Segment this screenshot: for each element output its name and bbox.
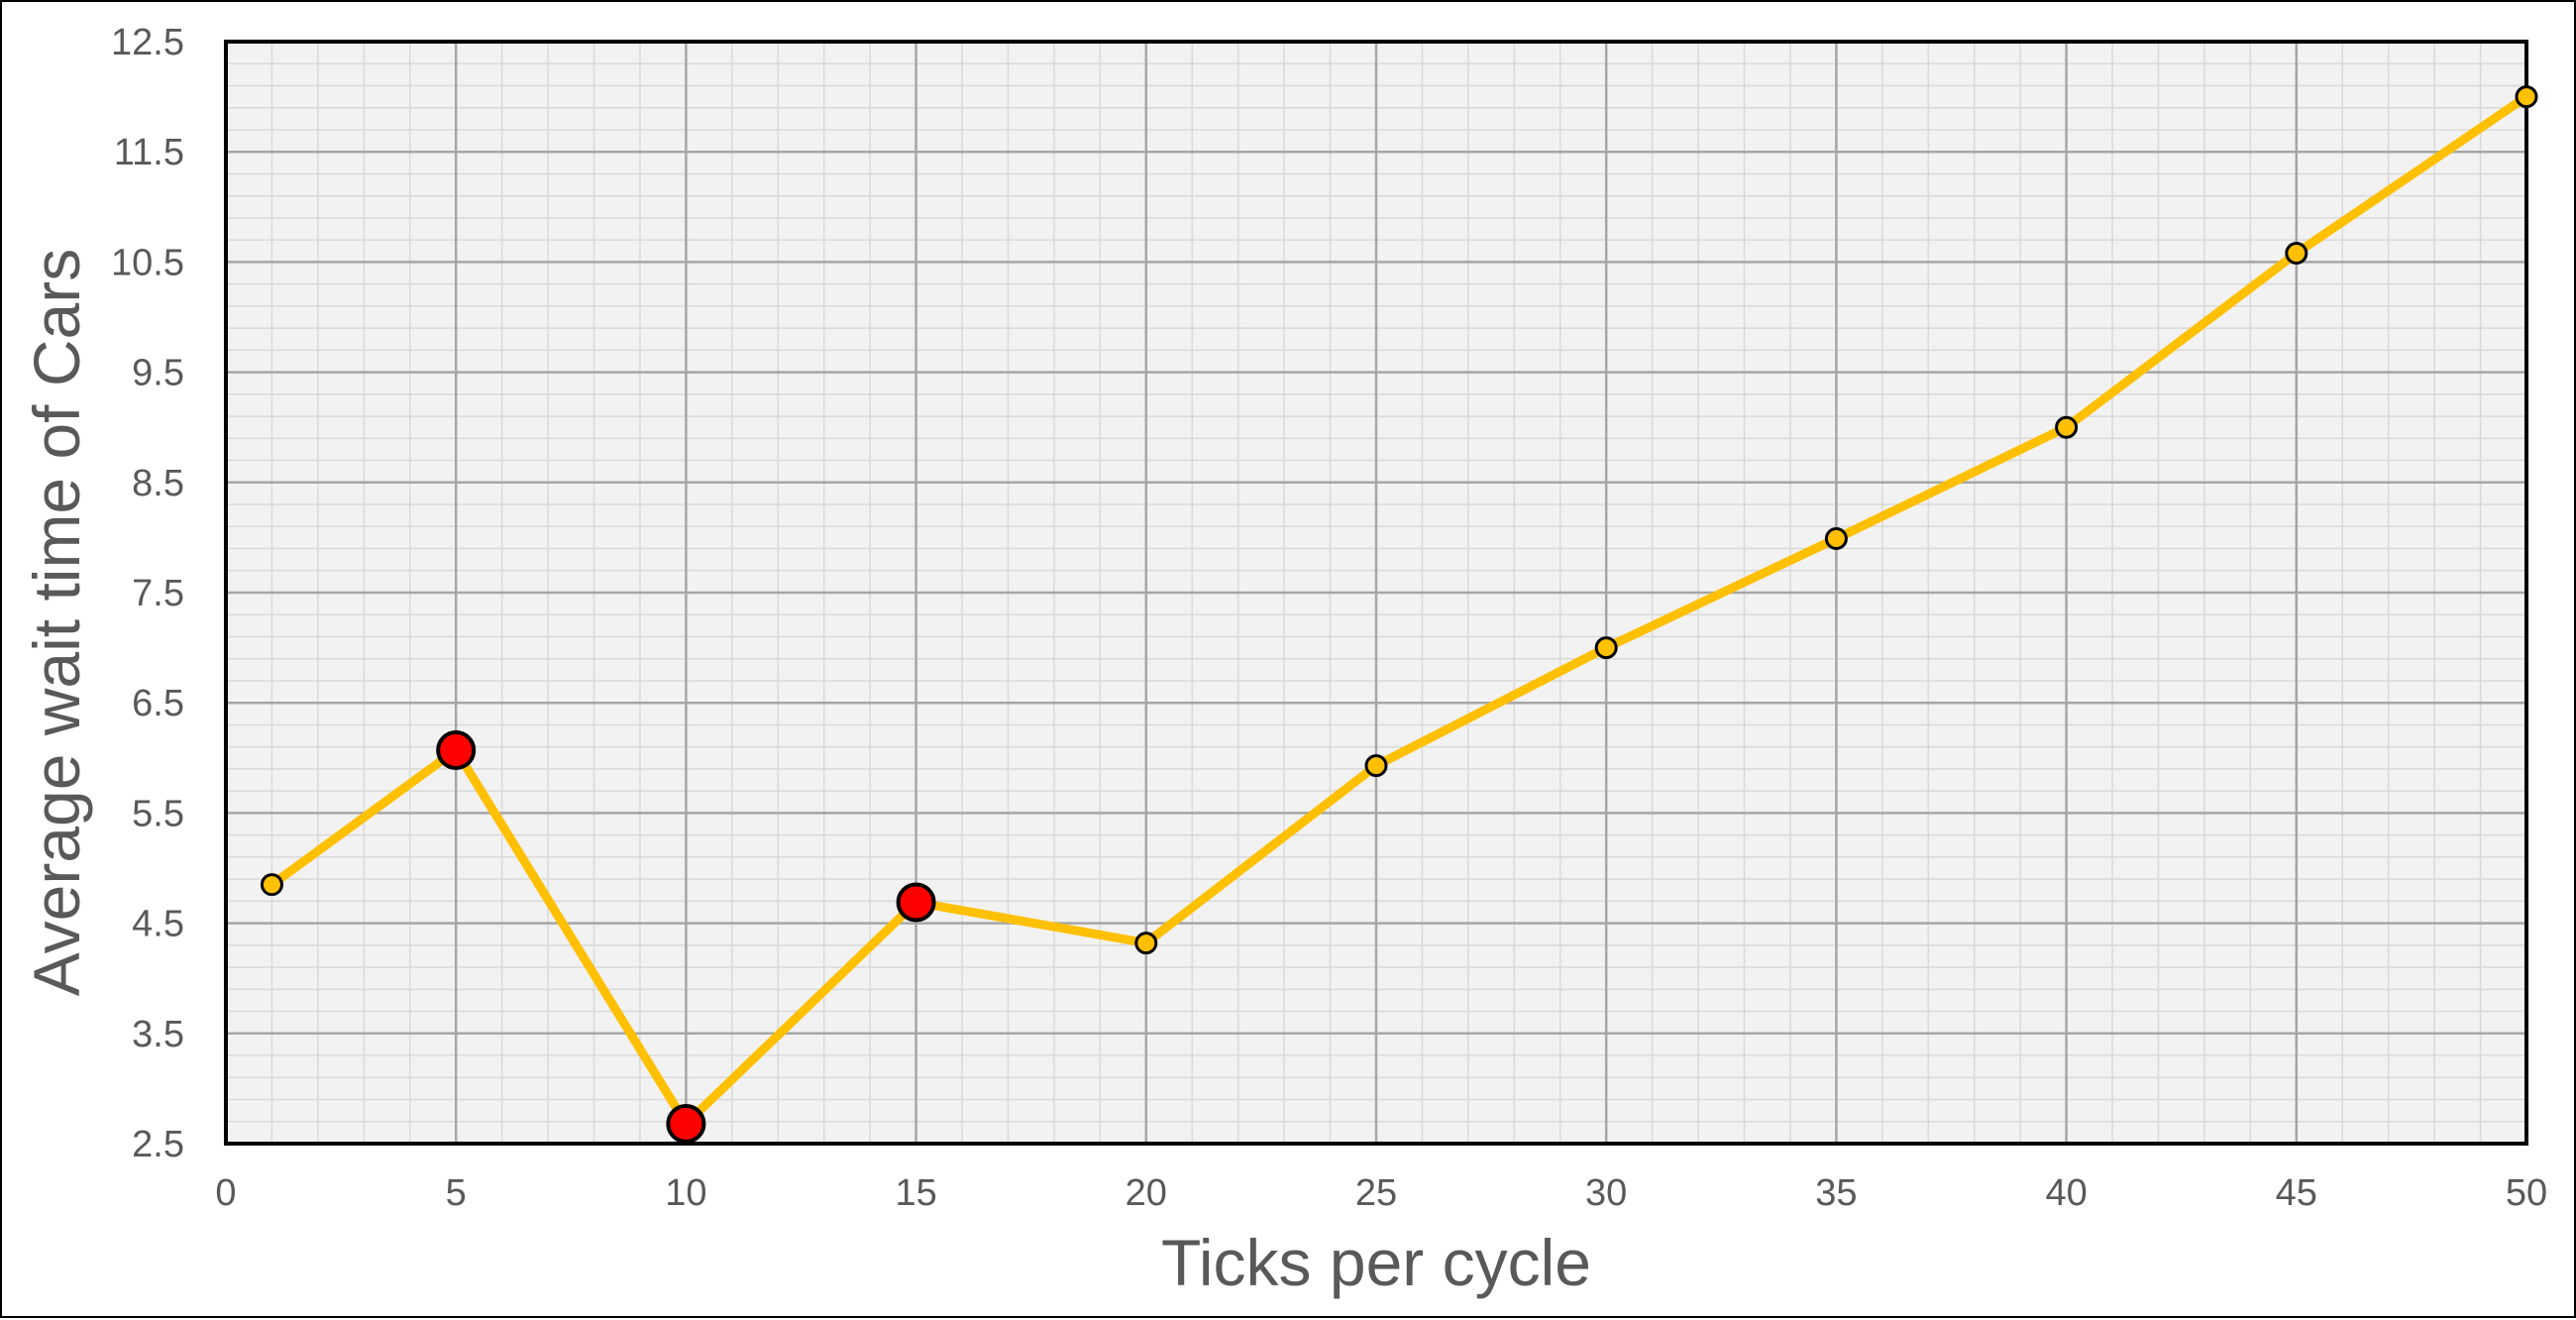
data-point [1824,527,1848,551]
x-tick-label: 20 [1126,1172,1167,1214]
y-tick-label: 6.5 [132,683,184,724]
data-point [2515,85,2538,109]
y-tick-label: 12.5 [111,22,184,63]
major-grid [226,42,2526,1144]
x-tick-label: 45 [2276,1172,2317,1214]
x-tick-labels: 0 5 10 15 20 25 30 35 40 45 50 [215,1172,2547,1214]
plot-border [224,40,2528,1146]
x-tick-label: 30 [1585,1172,1627,1214]
data-point [1134,932,1158,955]
y-tick-label: 11.5 [114,132,184,173]
highlighted-data-point [666,1103,706,1144]
highlighted-data-point [896,882,936,923]
x-tick-label: 50 [2506,1172,2547,1214]
y-tick-labels: 2.5 3.5 4.5 5.5 6.5 7.5 8.5 9.5 10.5 11.5 12.5 [111,22,184,1165]
x-tick-label: 10 [665,1172,706,1214]
data-markers [260,85,2538,1144]
x-tick-label: 25 [1355,1172,1397,1214]
y-tick-label: 5.5 [132,793,184,834]
highlighted-data-point [436,730,477,771]
data-point [260,873,283,897]
x-tick-label: 15 [895,1172,936,1214]
x-axis-title: Ticks per cycle [1161,1226,1591,1299]
y-tick-label: 4.5 [132,904,184,945]
y-axis-title: Average wait time of Cars [20,249,93,996]
data-point [2055,415,2079,439]
data-point [2285,242,2308,266]
x-tick-label: 40 [2045,1172,2087,1214]
data-point [1594,636,1618,660]
y-tick-label: 3.5 [132,1014,184,1055]
y-tick-label: 8.5 [132,463,184,504]
data-point [1364,754,1388,778]
x-tick-label: 0 [215,1172,236,1214]
y-tick-label: 10.5 [111,242,184,283]
y-tick-label: 9.5 [132,353,184,394]
x-tick-label: 5 [446,1172,467,1214]
y-tick-label: 7.5 [132,573,184,614]
x-tick-label: 35 [1815,1172,1857,1214]
y-tick-label: 2.5 [132,1124,184,1165]
